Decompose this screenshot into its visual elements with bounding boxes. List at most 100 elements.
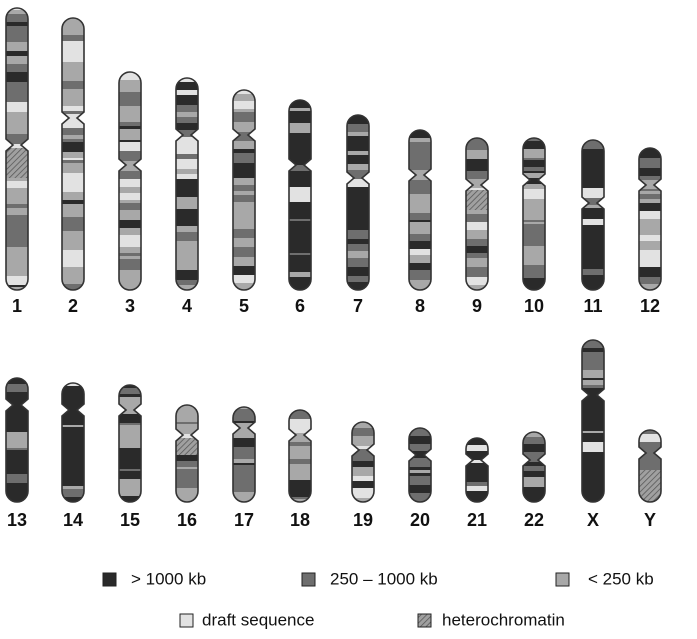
band	[233, 141, 255, 149]
band	[523, 444, 545, 452]
band	[233, 170, 255, 178]
band	[176, 123, 198, 130]
band	[523, 171, 545, 173]
chromosome-label: 8	[415, 296, 425, 316]
band	[119, 256, 141, 259]
band	[176, 209, 198, 219]
band	[409, 163, 431, 170]
chromosome	[582, 140, 604, 296]
chromosome-label: 7	[353, 296, 363, 316]
band	[176, 422, 198, 424]
band	[233, 109, 255, 112]
band	[6, 276, 28, 285]
band	[523, 487, 545, 495]
band	[6, 241, 28, 247]
band	[523, 199, 545, 205]
band	[289, 419, 311, 424]
band	[6, 194, 28, 199]
band	[409, 207, 431, 213]
band	[119, 435, 141, 443]
band	[233, 149, 255, 153]
band	[233, 202, 255, 211]
band	[176, 174, 198, 179]
chromosome	[119, 72, 141, 292]
band	[62, 182, 84, 192]
band	[233, 463, 255, 465]
band	[176, 112, 198, 117]
band	[119, 228, 141, 233]
legend-swatch	[180, 614, 193, 627]
band	[466, 246, 488, 253]
band	[6, 485, 28, 492]
band	[62, 106, 84, 111]
band	[352, 461, 374, 467]
band	[582, 442, 604, 452]
band	[176, 467, 198, 469]
band	[347, 241, 369, 244]
band	[582, 263, 604, 269]
band	[582, 241, 604, 250]
band	[62, 18, 84, 28]
band	[347, 151, 369, 155]
band	[6, 14, 28, 22]
band	[233, 191, 255, 195]
band	[62, 53, 84, 62]
band	[62, 416, 84, 418]
band	[289, 250, 311, 253]
chromosome-label: X	[587, 510, 599, 530]
band	[119, 270, 141, 280]
band	[119, 443, 141, 448]
band	[62, 152, 84, 158]
band	[119, 171, 141, 179]
band	[62, 139, 84, 142]
heterochromatin-band	[176, 438, 198, 455]
band	[289, 155, 311, 161]
chromosome	[62, 18, 84, 290]
band	[409, 229, 431, 234]
chromosome	[119, 385, 141, 505]
band	[233, 257, 255, 266]
band	[119, 122, 141, 126]
band	[639, 442, 661, 447]
band	[176, 90, 198, 95]
band	[6, 459, 28, 464]
band	[176, 415, 198, 420]
band	[582, 275, 604, 280]
band	[289, 499, 311, 508]
band	[233, 96, 255, 101]
band	[119, 126, 141, 129]
legend-swatch	[556, 573, 569, 586]
band	[176, 280, 198, 285]
band	[6, 188, 28, 194]
band	[176, 219, 198, 226]
band	[62, 200, 84, 204]
band	[409, 467, 431, 470]
band	[6, 199, 28, 204]
band	[62, 267, 84, 277]
band	[119, 247, 141, 253]
band	[582, 420, 604, 429]
band	[639, 189, 661, 191]
band	[233, 447, 255, 452]
band	[639, 263, 661, 267]
band	[176, 496, 198, 505]
chromosome	[62, 383, 84, 507]
band	[62, 213, 84, 217]
band	[6, 51, 28, 56]
band	[523, 234, 545, 238]
band	[119, 80, 141, 86]
band	[62, 398, 84, 406]
band	[233, 459, 255, 463]
band	[639, 284, 661, 294]
band	[119, 140, 141, 142]
band	[6, 492, 28, 495]
legend-label: heterochromatin	[442, 610, 565, 629]
chromosome	[466, 138, 488, 292]
band	[176, 200, 198, 209]
band	[233, 421, 255, 423]
band	[289, 108, 311, 111]
band	[176, 461, 198, 467]
band	[289, 272, 311, 277]
chromosomes: 12345678910111213141516171819202122XY	[6, 8, 661, 530]
band	[119, 263, 141, 270]
